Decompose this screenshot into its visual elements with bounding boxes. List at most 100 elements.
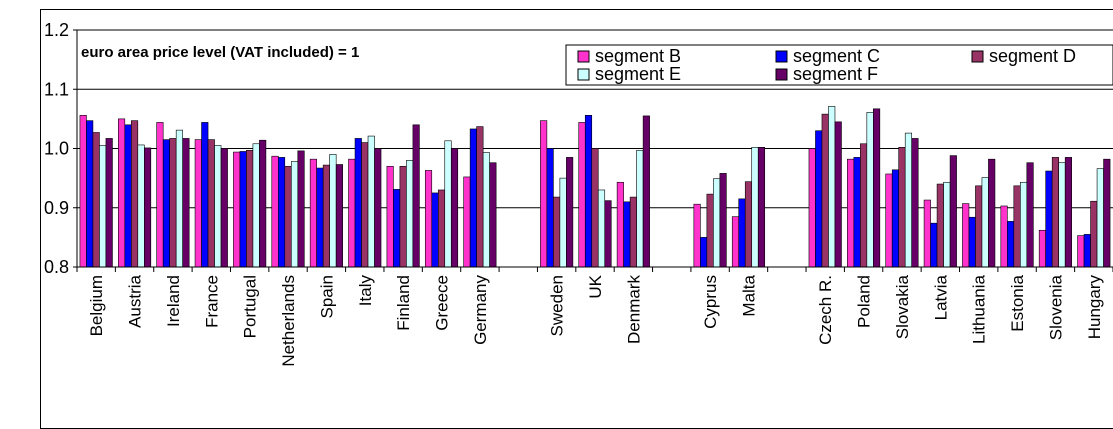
bar [182, 138, 190, 268]
bar [930, 222, 938, 268]
bar [738, 198, 746, 268]
x-tick-label: Austria [126, 274, 145, 327]
bar [316, 167, 324, 268]
bar [853, 157, 861, 268]
bar [713, 178, 721, 268]
y-tick-label: 0.8 [44, 257, 69, 277]
x-tick-label: Belgium [87, 275, 106, 336]
bar [144, 147, 152, 268]
bar [329, 154, 337, 268]
bar [463, 176, 471, 268]
bar [873, 108, 881, 268]
x-tick-label: Poland [855, 275, 874, 328]
bar [904, 132, 913, 268]
bar [309, 158, 317, 268]
bar [367, 135, 375, 268]
x-tick-label: Netherlands [279, 275, 298, 367]
legend-swatch [971, 50, 984, 63]
bar [124, 124, 132, 268]
bar [1026, 162, 1034, 268]
bar [834, 121, 842, 268]
bar [975, 185, 983, 268]
bar [137, 144, 145, 268]
bar [201, 122, 209, 268]
bar [693, 203, 701, 268]
bar [1000, 205, 1008, 268]
bar [92, 132, 100, 268]
bar [399, 165, 407, 268]
bar [911, 138, 919, 268]
bar [828, 106, 836, 268]
bar [1038, 229, 1046, 268]
bar [386, 165, 394, 268]
bar [1090, 200, 1098, 268]
x-tick-label: Finland [394, 275, 413, 331]
bar [220, 148, 228, 268]
x-tick-label: Cyprus [701, 275, 720, 329]
x-tick-label: Greece [433, 275, 452, 331]
bar [891, 169, 900, 268]
y-tick-label: 1.0 [44, 139, 69, 159]
bar [591, 148, 599, 268]
bar [214, 145, 222, 268]
bar [252, 143, 260, 268]
legend-swatch [577, 68, 590, 81]
bar [706, 193, 714, 268]
bar [277, 157, 286, 268]
bar [559, 177, 567, 268]
bar [437, 189, 446, 268]
bar [751, 147, 759, 268]
bar [489, 162, 497, 268]
bar [1083, 234, 1091, 268]
top-strip [0, 0, 1113, 6]
legend-swatch [775, 68, 788, 81]
bar [1013, 185, 1021, 268]
x-tick-label: UK [586, 274, 605, 298]
bar [860, 143, 868, 268]
bar [731, 216, 740, 268]
bar [297, 150, 305, 268]
legend-swatch [775, 50, 788, 63]
legend-label: segment B [595, 46, 681, 66]
bar [636, 149, 644, 268]
bar [246, 149, 254, 268]
bar [412, 124, 420, 268]
bar [79, 115, 87, 268]
bar [335, 164, 343, 268]
bar [936, 183, 944, 268]
bar [290, 161, 299, 268]
x-tick-label: France [202, 275, 221, 328]
bar [981, 177, 989, 268]
bar [719, 173, 727, 268]
bar [540, 120, 548, 268]
bar [1045, 170, 1053, 268]
bar [450, 148, 459, 268]
bar [99, 145, 107, 268]
annotation-text: euro area price level (VAT included) = 1 [81, 44, 359, 61]
bar [629, 196, 637, 268]
x-tick-label: Czech R. [816, 275, 835, 345]
bar [169, 138, 177, 268]
bar [162, 139, 170, 268]
bar [1064, 157, 1072, 268]
bar [259, 139, 267, 268]
x-tick-label: Hungary [1085, 275, 1104, 340]
bar [597, 189, 606, 268]
bar [866, 112, 874, 268]
bar [821, 113, 829, 268]
x-tick-label: Denmark [624, 275, 643, 344]
bar [1020, 181, 1028, 268]
bar [578, 122, 586, 268]
x-tick-label: Estonia [1008, 274, 1027, 331]
x-tick-label: Slovakia [893, 274, 912, 339]
bar [482, 152, 490, 268]
bar [239, 151, 247, 268]
x-tick-label: Portugal [241, 275, 260, 338]
x-tick-label: Malta [739, 274, 758, 316]
x-tick-label: Lithuania [970, 274, 989, 344]
x-tick-label: Italy [356, 275, 375, 307]
bar [808, 148, 816, 268]
bar [406, 160, 414, 268]
bar [233, 151, 241, 268]
